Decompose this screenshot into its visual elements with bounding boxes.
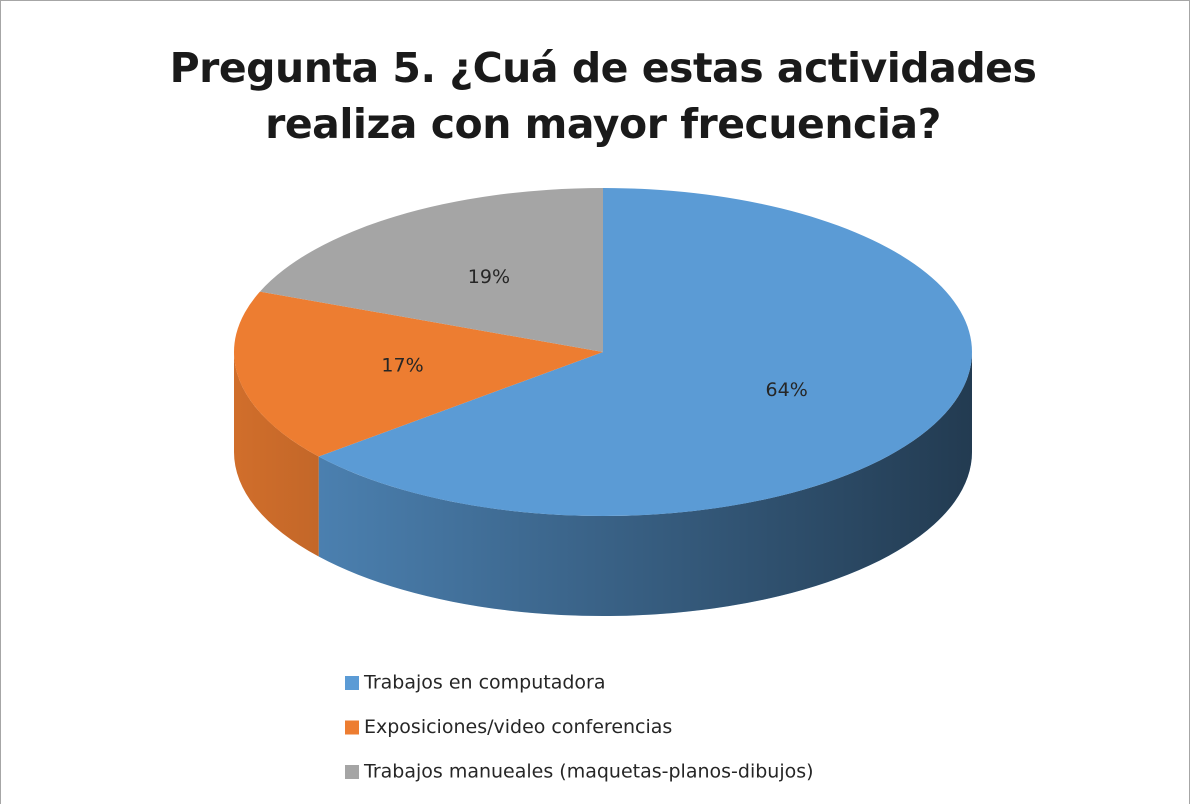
legend-label: Trabajos manueales (maquetas-planos-dibu… [363, 761, 814, 783]
legend-swatch [345, 720, 359, 735]
data-label: 17% [381, 355, 423, 377]
legend-swatch [345, 676, 359, 690]
pie-slice [259, 187, 603, 352]
legend-swatch [345, 765, 359, 779]
pie-slice [234, 291, 604, 457]
legend-label: Exposiciones/video conferencias [364, 716, 672, 738]
data-label: 64% [766, 379, 808, 401]
pie-slice [318, 188, 972, 516]
chart-title: Pregunta 5. ¿Cuá de estas actividades re… [169, 44, 1037, 148]
pie-side-shade [234, 352, 319, 557]
data-label: 19% [468, 266, 510, 288]
legend-label: Trabajos en computadora [363, 672, 606, 694]
pie-side-shade [318, 352, 972, 616]
